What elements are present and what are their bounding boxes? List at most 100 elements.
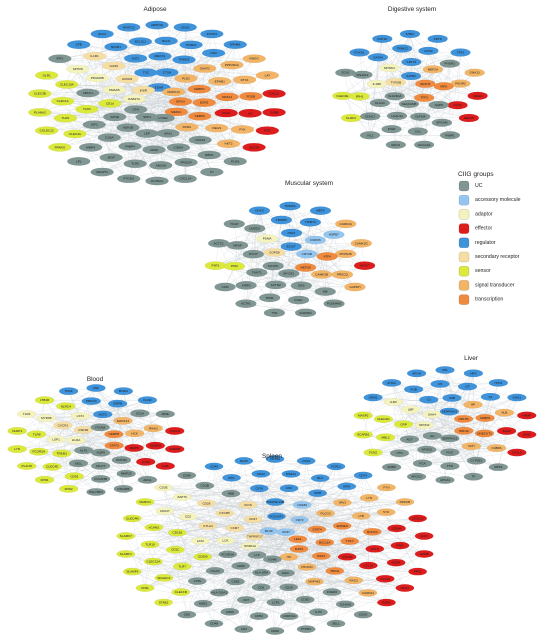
gene-node-label: PRKCB bbox=[400, 500, 411, 504]
gene-node: TRIM22 bbox=[392, 44, 413, 53]
gene-node-shape bbox=[266, 598, 286, 607]
gene-node-label: CLEC4D bbox=[46, 465, 59, 469]
gene-node-label: IRF8 bbox=[343, 484, 350, 488]
gene-node-shape bbox=[177, 471, 197, 480]
gene-node: BLK bbox=[310, 474, 330, 483]
gene-node-label: FCGR2A bbox=[32, 450, 45, 454]
gene-node: TLR5 bbox=[123, 159, 147, 169]
gene-node-label: CD68 bbox=[183, 473, 191, 477]
gene-node: CAMK2B bbox=[311, 270, 333, 279]
gene-node-shape bbox=[17, 410, 37, 418]
gene-node-shape bbox=[458, 113, 480, 123]
gene-node-label: C1QB bbox=[201, 484, 209, 488]
gene-node-shape bbox=[210, 588, 229, 597]
gene-node-label: TLR8 bbox=[33, 432, 41, 436]
gene-node-label: CXCL8 bbox=[170, 429, 180, 433]
gene-node: CFH bbox=[124, 105, 148, 114]
gene-node-label: MEF2C bbox=[171, 110, 182, 114]
gene-node-label: TRAF bbox=[65, 389, 73, 393]
gene-node: INSR bbox=[131, 85, 156, 95]
gene-node-shape bbox=[246, 268, 268, 277]
gene-node-shape bbox=[294, 263, 317, 272]
panel-title: Digestive system bbox=[388, 6, 436, 13]
gene-node-shape bbox=[331, 270, 354, 279]
gene-node: EOMES bbox=[332, 522, 352, 530]
gene-node-shape bbox=[162, 87, 186, 97]
gene-node-label: C7 bbox=[210, 170, 214, 174]
gene-node-shape bbox=[382, 378, 402, 387]
gene-node-label: CLEC3B bbox=[34, 92, 46, 96]
gene-node: CD38 bbox=[279, 583, 299, 592]
gene-node-label: SLC26A3 bbox=[388, 94, 402, 98]
gene-node: CORO1A bbox=[279, 612, 299, 621]
gene-node: ORM1 bbox=[363, 393, 383, 402]
gene-node-shape bbox=[288, 535, 308, 543]
gene-node-shape bbox=[507, 448, 527, 457]
gene-node: CD4 bbox=[234, 625, 254, 633]
gene-node-label: F2 bbox=[489, 395, 493, 399]
gene-node-label: APOH bbox=[412, 371, 421, 375]
gene-node-shape bbox=[67, 157, 91, 166]
gene-node-shape bbox=[335, 600, 355, 609]
gene-node-shape bbox=[414, 93, 435, 102]
gene-node-label: RBP4 bbox=[205, 153, 213, 157]
gene-node: VAV1 bbox=[333, 498, 352, 507]
gene-node: FOXA1 bbox=[349, 48, 370, 57]
gene-node: MEOX1 bbox=[148, 51, 172, 61]
gene-node-shape bbox=[131, 85, 156, 95]
gene-node-shape bbox=[142, 145, 166, 155]
gene-node: TFF3 bbox=[414, 93, 435, 102]
gene-node: C8B bbox=[442, 393, 462, 402]
gene-node-shape bbox=[68, 459, 89, 468]
gene-node-shape bbox=[145, 441, 165, 450]
gene-node: FCN2 bbox=[363, 448, 383, 457]
gene-node-shape bbox=[255, 126, 279, 135]
gene-node-shape bbox=[386, 558, 406, 567]
gene-node: FCRL1 bbox=[326, 462, 346, 471]
gene-node: MEF2A bbox=[422, 65, 444, 74]
gene-node-shape bbox=[130, 409, 150, 418]
gene-node: HP bbox=[463, 400, 483, 409]
gene-node-label: BCL11A bbox=[319, 540, 331, 544]
gene-node-shape bbox=[135, 584, 155, 592]
gene-node-shape bbox=[353, 610, 373, 619]
gene-node-shape bbox=[279, 583, 299, 592]
gene-node-shape bbox=[154, 483, 173, 492]
gene-node-shape bbox=[195, 481, 215, 490]
gene-node-shape bbox=[385, 140, 406, 149]
gene-node: CR2 bbox=[279, 484, 299, 493]
gene-node: IRF1 bbox=[48, 54, 72, 64]
gene-node: CAMK2G bbox=[350, 238, 372, 248]
gene-node-shape bbox=[314, 287, 336, 296]
gene-node-shape bbox=[93, 410, 113, 419]
gene-node: HNF4A bbox=[454, 426, 474, 435]
gene-node: CD22 bbox=[251, 469, 271, 478]
gene-node-shape bbox=[155, 462, 175, 470]
gene-node-shape bbox=[265, 498, 285, 506]
gene-node-label: ABCA8 bbox=[156, 163, 166, 167]
gene-node-shape bbox=[117, 174, 141, 184]
gene-node-label: ALB bbox=[501, 411, 507, 415]
gene-node-shape bbox=[123, 159, 147, 169]
gene-node-label: CRYAB bbox=[302, 252, 312, 256]
gene-node: IRF5 bbox=[433, 82, 454, 91]
gene-node: MAPK13 bbox=[162, 87, 186, 97]
legend-label: secondary receptor bbox=[475, 254, 520, 260]
gene-node-shape bbox=[249, 612, 269, 620]
gene-node: SELL bbox=[68, 459, 89, 468]
gene-node: JCHAIN bbox=[335, 600, 355, 609]
gene-node-shape bbox=[280, 242, 302, 251]
gene-node-shape bbox=[173, 174, 197, 184]
gene-node-label: HP bbox=[471, 403, 475, 407]
gene-node-shape bbox=[79, 143, 103, 152]
gene-node-label: CARD11 bbox=[362, 591, 374, 595]
gene-node-label: STAT3 bbox=[110, 443, 119, 447]
gene-node: PRKCQ bbox=[331, 270, 354, 279]
gene-node-label: LCK bbox=[223, 539, 230, 543]
gene-node-label: MAPK13 bbox=[168, 90, 180, 94]
gene-node-shape bbox=[457, 382, 478, 391]
gene-node-label: TRIM55 bbox=[276, 218, 287, 222]
gene-node-label: IL18R bbox=[373, 82, 382, 86]
gene-node-label: PPARG bbox=[55, 145, 66, 149]
gene-node: CD14 bbox=[130, 409, 150, 418]
